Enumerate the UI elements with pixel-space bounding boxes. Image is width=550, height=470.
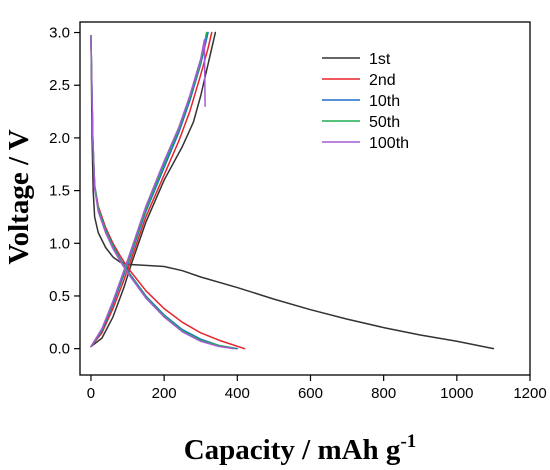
y-tick-label: 0.5: [49, 288, 70, 305]
y-tick-label: 3.0: [49, 25, 70, 42]
series-layer: [90, 31, 495, 350]
y-tick-label: 2.0: [49, 130, 70, 147]
y-tick-label: 1.0: [49, 235, 70, 252]
discharge-curve-1st: [90, 34, 495, 350]
charge-curve-2nd: [90, 31, 213, 348]
discharge-curve-100th: [90, 36, 235, 350]
y-tick-label: 2.5: [49, 77, 70, 94]
x-axis-title-main: Capacity / mAh g: [184, 434, 401, 466]
x-axis-title: Capacity / mAh g-1: [184, 431, 417, 466]
legend-label: 2nd: [369, 72, 396, 89]
charge-curve-100th: [90, 39, 206, 348]
series-100th: [90, 36, 235, 350]
x-tick-label: 800: [371, 385, 396, 402]
legend-label: 10th: [369, 93, 400, 110]
ticks-layer: 0 200 400 600 800 1000 1200 0.0 0.5 1.0 1.5 2.0 2.5 3…: [49, 25, 547, 402]
y-tick-label: 1.5: [49, 183, 70, 200]
x-axis-title-superscript: -1: [400, 431, 416, 452]
plot-frame: [79, 21, 531, 376]
x-tick-label: 1000: [440, 385, 473, 402]
legend-label: 100th: [369, 135, 409, 152]
y-tick-label: 0.0: [49, 341, 70, 358]
x-tick-label: 0: [87, 385, 95, 402]
charge-curve-1st: [90, 31, 217, 348]
legend: 1st 2nd 10th 50th 100th: [322, 51, 409, 152]
y-axis-title: Voltage / V: [3, 129, 35, 264]
legend-label: 50th: [369, 114, 400, 131]
legend-label: 1st: [369, 51, 391, 68]
x-tick-label: 400: [225, 385, 250, 402]
x-tick-label: 200: [152, 385, 177, 402]
series-1st: [90, 31, 495, 350]
x-tick-label: 1200: [513, 385, 546, 402]
x-tick-label: 600: [298, 385, 323, 402]
